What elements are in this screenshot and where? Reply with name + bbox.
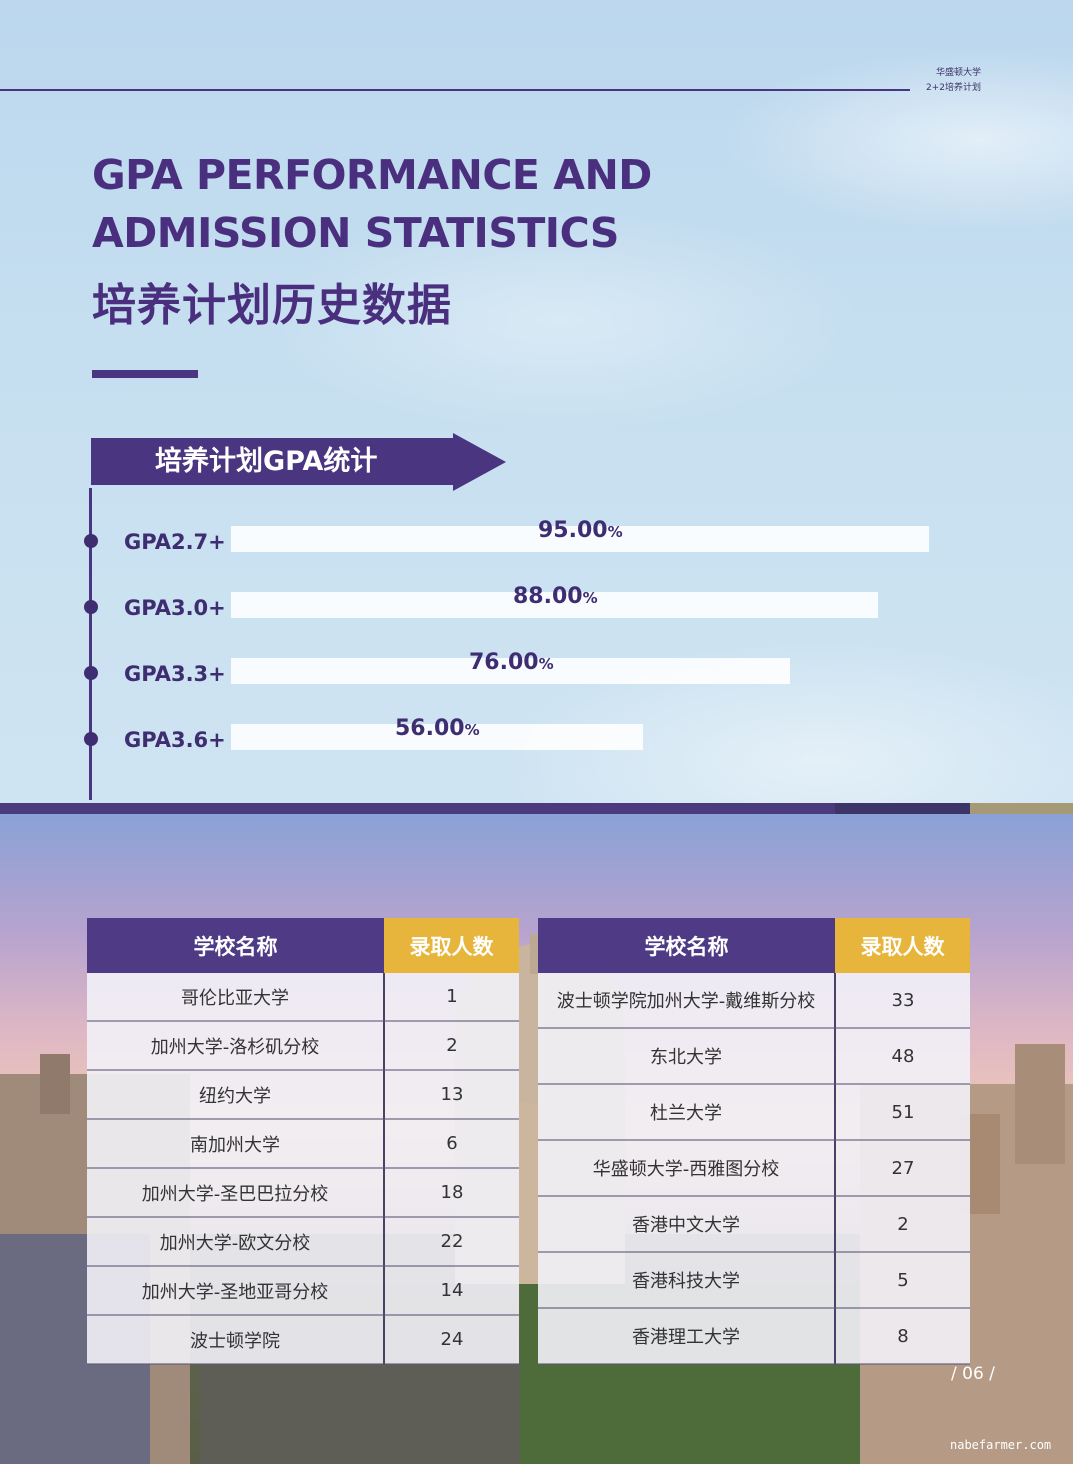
table-row: 东北大学 48 (538, 1028, 970, 1085)
gpa-stat-value: 56.00% (395, 714, 480, 745)
table-row: 南加州大学 6 (87, 1119, 519, 1169)
admission-count-cell: 27 (835, 1140, 970, 1197)
gpa-stat-value: 76.00% (469, 648, 554, 679)
school-name-cell: 加州大学-洛杉矶分校 (87, 1021, 385, 1071)
title-underline (92, 370, 198, 378)
school-name-cell: 香港中文大学 (538, 1196, 836, 1253)
gpa-stat-number: 76.00 (469, 650, 539, 675)
table-row: 华盛顿大学-西雅图分校 27 (538, 1140, 970, 1197)
school-name-cell: 香港理工大学 (538, 1308, 836, 1365)
gpa-stat-value: 88.00% (513, 582, 598, 613)
gpa-stat-number: 56.00 (395, 716, 465, 741)
admission-count-cell: 14 (384, 1266, 519, 1316)
timeline-dot (84, 732, 98, 746)
table-row: 香港科技大学 5 (538, 1252, 970, 1309)
school-name-cell: 加州大学-圣巴巴拉分校 (87, 1168, 385, 1218)
timeline-dot (84, 600, 98, 614)
table-row: 波士顿学院 24 (87, 1315, 519, 1365)
gpa-stat-label: GPA3.0+ (124, 596, 226, 620)
column-header-count: 录取人数 (384, 918, 519, 973)
gpa-stat-label: GPA3.3+ (124, 662, 226, 686)
brand-name: 华盛顿大学 (935, 68, 981, 78)
admissions-table-right: 学校名称 录取人数 波士顿学院加州大学-戴维斯分校 33 东北大学 48 杜兰大学 51 华… (538, 918, 970, 1365)
gpa-stat-row: GPA3.0+ 88.00% (0, 584, 1073, 626)
table-row: 加州大学-圣巴巴拉分校 18 (87, 1168, 519, 1218)
admission-count-cell: 33 (835, 973, 970, 1029)
timeline-dot (84, 666, 98, 680)
gpa-stat-row: GPA3.6+ 56.00% (0, 716, 1073, 758)
admission-count-cell: 2 (835, 1196, 970, 1253)
gpa-section-heading: 培养计划GPA统计 (155, 446, 378, 477)
percent-sign: % (582, 589, 598, 607)
admission-count-cell: 13 (384, 1070, 519, 1120)
school-name-cell: 波士顿学院 (87, 1315, 385, 1365)
gpa-stat-bar (231, 592, 878, 618)
gpa-section-banner: 培养计划GPA统计 (91, 433, 506, 491)
school-name-cell: 华盛顿大学-西雅图分校 (538, 1140, 836, 1197)
brand-program: 2+2培养计划 (926, 83, 981, 93)
table-row: 纽约大学 13 (87, 1070, 519, 1120)
school-name-cell: 东北大学 (538, 1028, 836, 1085)
column-header-school: 学校名称 (87, 918, 384, 973)
admission-count-cell: 1 (384, 973, 519, 1022)
column-header-count: 录取人数 (835, 918, 970, 973)
divider-band-purple (0, 803, 835, 814)
gpa-stat-bar (231, 526, 929, 552)
admission-count-cell: 18 (384, 1168, 519, 1218)
gpa-stat-bar (231, 658, 790, 684)
school-name-cell: 加州大学-欧文分校 (87, 1217, 385, 1267)
gpa-stat-number: 88.00 (513, 584, 583, 609)
admissions-table-left: 学校名称 录取人数 哥伦比亚大学 1 加州大学-洛杉矶分校 2 纽约大学 13 南加州大学 6… (87, 918, 519, 1365)
page-number: / 06 / (951, 1364, 995, 1384)
school-name-cell: 加州大学-圣地亚哥分校 (87, 1266, 385, 1316)
table-row: 加州大学-洛杉矶分校 2 (87, 1021, 519, 1071)
watermark: nabefarmer.com (950, 1438, 1052, 1452)
admission-count-cell: 5 (835, 1252, 970, 1309)
table-row: 哥伦比亚大学 1 (87, 973, 519, 1022)
admission-count-cell: 24 (384, 1315, 519, 1365)
gpa-stat-row: GPA2.7+ 95.00% (0, 518, 1073, 560)
table-row: 香港理工大学 8 (538, 1308, 970, 1365)
header-rule (0, 89, 910, 91)
admission-count-cell: 48 (835, 1028, 970, 1085)
admission-count-cell: 51 (835, 1084, 970, 1141)
admission-count-cell: 6 (384, 1119, 519, 1169)
divider-band-gold (970, 803, 1073, 814)
divider-band-dark (835, 803, 970, 814)
gpa-stat-label: GPA2.7+ (124, 530, 226, 554)
banner-arrow-shape (91, 433, 506, 491)
school-name-cell: 哥伦比亚大学 (87, 973, 385, 1022)
table-header-row: 学校名称 录取人数 (538, 918, 970, 973)
percent-sign: % (538, 655, 554, 673)
admission-count-cell: 22 (384, 1217, 519, 1267)
title-en-line-2: ADMISSION STATISTICS (92, 209, 619, 257)
gpa-stat-value: 95.00% (538, 516, 623, 547)
page-title-en: GPA PERFORMANCE AND ADMISSION STATISTICS (92, 146, 652, 262)
title-en-line-1: GPA PERFORMANCE AND (92, 151, 652, 199)
brand-block: 华盛顿大学 2+2培养计划 (926, 66, 981, 96)
admission-count-cell: 8 (835, 1308, 970, 1365)
timeline-line (89, 488, 92, 800)
table-header-row: 学校名称 录取人数 (87, 918, 519, 973)
table-row: 加州大学-欧文分校 22 (87, 1217, 519, 1267)
gpa-stat-row: GPA3.3+ 76.00% (0, 650, 1073, 692)
school-name-cell: 香港科技大学 (538, 1252, 836, 1309)
percent-sign: % (464, 721, 480, 739)
admission-count-cell: 2 (384, 1021, 519, 1071)
table-row: 波士顿学院加州大学-戴维斯分校 33 (538, 973, 970, 1029)
percent-sign: % (607, 523, 623, 541)
page-title-cn: 培养计划历史数据 (92, 280, 452, 331)
table-row: 香港中文大学 2 (538, 1196, 970, 1253)
gpa-stat-number: 95.00 (538, 518, 608, 543)
gpa-stat-bar (231, 724, 643, 750)
school-name-cell: 南加州大学 (87, 1119, 385, 1169)
table-row: 杜兰大学 51 (538, 1084, 970, 1141)
column-header-school: 学校名称 (538, 918, 835, 973)
school-name-cell: 波士顿学院加州大学-戴维斯分校 (538, 973, 836, 1029)
school-name-cell: 杜兰大学 (538, 1084, 836, 1141)
table-row: 加州大学-圣地亚哥分校 14 (87, 1266, 519, 1316)
gpa-stat-label: GPA3.6+ (124, 728, 226, 752)
timeline-dot (84, 534, 98, 548)
school-name-cell: 纽约大学 (87, 1070, 385, 1120)
